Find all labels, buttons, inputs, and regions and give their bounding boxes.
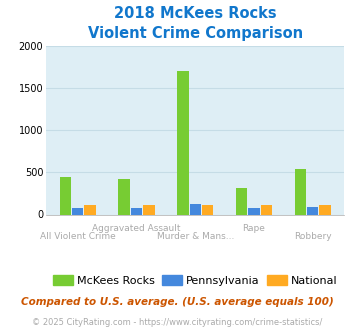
Bar [202,205,213,215]
Bar [84,205,96,214]
Bar [143,205,154,215]
Bar [307,207,318,215]
Title: 2018 McKees Rocks
Violent Crime Comparison: 2018 McKees Rocks Violent Crime Comparis… [88,6,303,41]
Bar [295,169,306,214]
Bar [72,208,83,214]
Bar [248,208,260,214]
Text: © 2025 CityRating.com - https://www.cityrating.com/crime-statistics/: © 2025 CityRating.com - https://www.city… [32,318,323,327]
Bar [320,205,331,214]
Bar [190,204,201,214]
Text: Rape: Rape [242,224,266,233]
Legend: McKees Rocks, Pennsylvania, National: McKees Rocks, Pennsylvania, National [48,271,342,290]
Bar [236,187,247,214]
Bar [60,177,71,214]
Bar [131,208,142,214]
Text: All Violent Crime: All Violent Crime [40,232,116,241]
Text: Robbery: Robbery [294,232,332,241]
Bar [261,205,272,215]
Bar [177,72,189,214]
Text: Murder & Mans...: Murder & Mans... [157,232,234,241]
Text: Aggravated Assault: Aggravated Assault [92,224,181,233]
Text: Compared to U.S. average. (U.S. average equals 100): Compared to U.S. average. (U.S. average … [21,297,334,307]
Bar [119,179,130,215]
